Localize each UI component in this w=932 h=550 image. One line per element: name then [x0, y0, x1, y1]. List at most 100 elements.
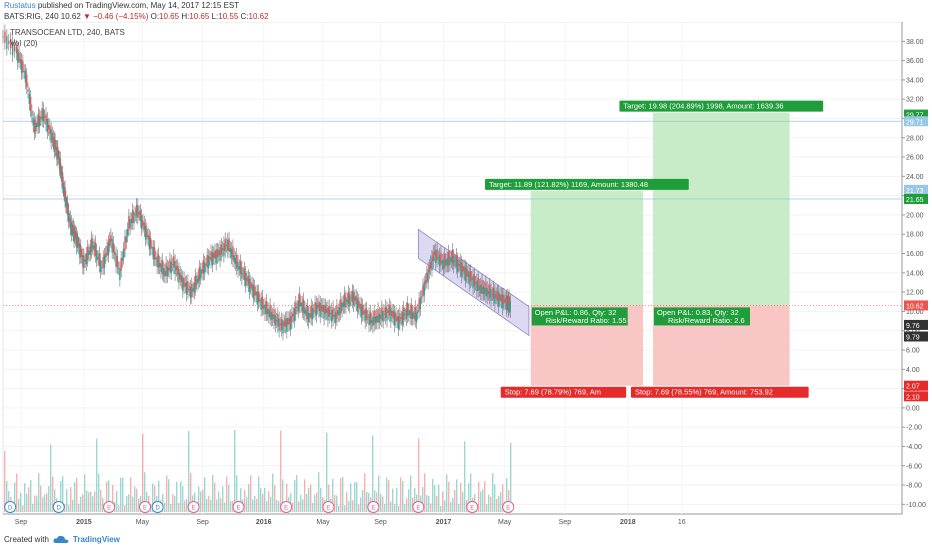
- candle-body: [481, 280, 483, 294]
- event-marker-label: E: [416, 506, 420, 512]
- volume-bar: [108, 480, 110, 513]
- candle-body: [209, 257, 211, 260]
- volume-bar: [444, 500, 446, 513]
- candle-body: [142, 220, 144, 226]
- candle-body: [296, 307, 298, 308]
- candle-body: [176, 265, 179, 275]
- candle-body: [111, 238, 113, 253]
- candle-body: [35, 123, 37, 132]
- candle-body: [503, 294, 505, 304]
- candle-body: [486, 287, 488, 298]
- candle-body: [227, 239, 229, 251]
- volume-bar: [384, 503, 386, 513]
- candle-body: [306, 305, 309, 320]
- candle-body: [360, 304, 363, 318]
- candle-body: [139, 210, 142, 221]
- candle-body: [51, 133, 54, 141]
- candle-body: [130, 218, 133, 223]
- volume-bar: [310, 484, 312, 513]
- event-marker: [103, 501, 116, 513]
- x-tick-label: Sep: [15, 519, 28, 526]
- volume-bar: [348, 501, 350, 513]
- price-chart[interactable]: 38.0036.0034.0032.0030.0028.0026.0024.00…: [0, 22, 932, 530]
- volume-bar: [62, 476, 64, 513]
- volume-bar: [422, 487, 424, 513]
- volume-bar: [130, 477, 132, 513]
- candle-body: [300, 302, 302, 307]
- candle-body: [160, 263, 162, 272]
- candle-body: [55, 147, 57, 150]
- candle-body: [482, 286, 485, 294]
- candle-body: [73, 227, 75, 242]
- candle-body: [463, 265, 465, 274]
- volume-bar: [266, 500, 268, 513]
- candle-body: [184, 283, 187, 287]
- volume-bar: [490, 496, 492, 513]
- candle-body: [178, 269, 180, 283]
- candle-body: [395, 313, 397, 322]
- candle-body: [388, 305, 391, 316]
- volume-bar: [40, 485, 42, 513]
- candle-body: [372, 316, 374, 327]
- candle-body: [151, 246, 153, 249]
- volume-bar: [92, 496, 94, 513]
- candle-body: [252, 284, 255, 299]
- volume-bar: [270, 496, 272, 513]
- candle-body: [305, 309, 307, 317]
- event-marker-label: D: [57, 506, 62, 512]
- price-tag: 10.62: [906, 303, 924, 310]
- candle-body: [284, 318, 287, 327]
- candle-body: [75, 232, 77, 240]
- candle-body: [483, 287, 486, 294]
- candle-body: [349, 294, 351, 307]
- event-marker: [466, 501, 479, 513]
- volume-bar: [88, 492, 90, 513]
- volume-bar: [314, 494, 316, 513]
- candle-body: [38, 115, 41, 127]
- volume-bar: [94, 491, 96, 513]
- candle-body: [18, 52, 20, 62]
- volume-bar: [100, 489, 102, 513]
- candle-body: [345, 297, 347, 308]
- candle-body: [495, 294, 497, 298]
- candle-body: [492, 287, 495, 300]
- volume-bar: [90, 491, 92, 513]
- x-tick-label: 2016: [256, 519, 272, 526]
- candle-body: [90, 237, 93, 252]
- volume-bar: [488, 494, 490, 513]
- candle-body: [440, 252, 442, 266]
- candle-body: [297, 300, 300, 312]
- candle-body: [80, 246, 82, 257]
- candle-body: [189, 286, 192, 299]
- publisher-link[interactable]: Rustatus: [4, 1, 36, 10]
- candle-body: [62, 183, 65, 191]
- tradingview-logo-link[interactable]: TradingView: [72, 535, 120, 544]
- candle-body: [334, 312, 337, 323]
- volume-bar: [250, 475, 252, 513]
- candle-body: [42, 109, 45, 122]
- candle-body: [464, 266, 467, 281]
- event-marker: [322, 501, 335, 513]
- candle-body: [370, 319, 373, 324]
- candle-body: [242, 273, 244, 275]
- candle-body: [83, 255, 85, 268]
- candle-body: [125, 236, 127, 243]
- price-tag-box: [904, 184, 928, 195]
- price-tag: 9.79: [906, 334, 920, 341]
- candle-body: [164, 270, 166, 277]
- candle-body: [257, 291, 260, 303]
- candle-body: [148, 236, 151, 250]
- volume-bar: [302, 499, 304, 513]
- candle-body: [279, 323, 282, 326]
- last-price: 10.62: [60, 12, 81, 21]
- candle-body: [268, 309, 270, 317]
- candle-body: [282, 320, 284, 334]
- candle-body: [432, 251, 434, 262]
- candle-body: [358, 300, 360, 308]
- volume-bar: [434, 485, 436, 513]
- volume-bar: [170, 503, 172, 513]
- volume-bar: [202, 489, 204, 513]
- price-tag-box: [904, 319, 928, 330]
- volume-bar: [460, 482, 462, 513]
- candle-body: [26, 74, 28, 88]
